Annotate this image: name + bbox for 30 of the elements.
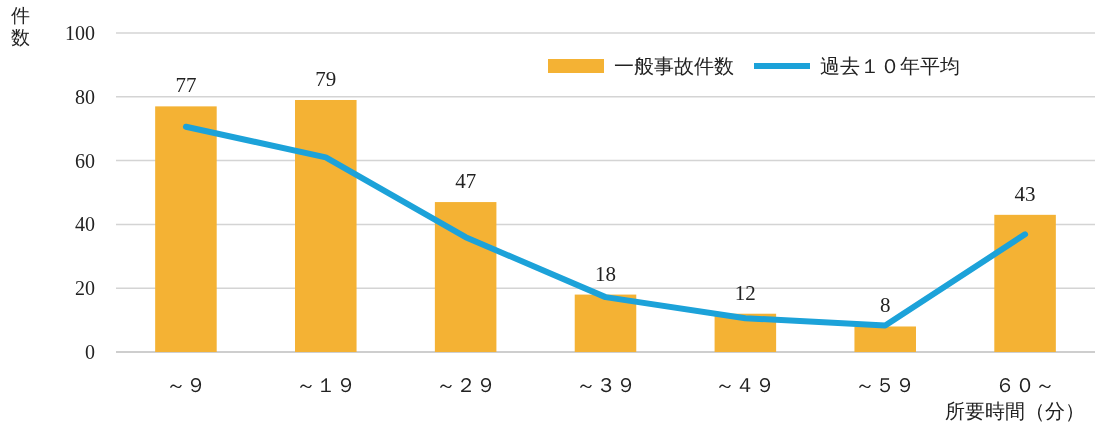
bar bbox=[434, 202, 497, 352]
data-label: 12 bbox=[734, 280, 756, 305]
y-axis-title: 件数 bbox=[10, 4, 30, 48]
y-tick-label: 60 bbox=[75, 149, 95, 172]
data-label: 43 bbox=[1014, 181, 1036, 206]
x-tick-label: ～４９ bbox=[715, 373, 776, 397]
bar bbox=[574, 294, 637, 352]
x-tick-label: ～１９ bbox=[295, 373, 356, 397]
legend-label: 一般事故件数 bbox=[614, 54, 734, 78]
y-tick-label: 0 bbox=[85, 341, 95, 363]
y-tick-label: 40 bbox=[75, 213, 95, 236]
x-tick-label: ～９ bbox=[165, 373, 206, 397]
x-axis-title: 所要時間（分） bbox=[945, 399, 1085, 423]
data-label: 18 bbox=[595, 261, 616, 286]
data-label: 47 bbox=[455, 169, 477, 194]
data-label: 77 bbox=[175, 73, 197, 98]
bar bbox=[295, 99, 357, 352]
x-tick-label: ～２９ bbox=[435, 373, 496, 397]
legend-label: 過去１０年平均 bbox=[820, 54, 960, 78]
x-tick-label: ６０～ bbox=[995, 373, 1056, 397]
y-tick-label: 100 bbox=[65, 22, 95, 44]
bar bbox=[994, 214, 1056, 352]
data-label: 79 bbox=[315, 66, 337, 91]
bar bbox=[155, 106, 217, 352]
x-tick-label: ～５９ bbox=[855, 373, 916, 397]
bar bbox=[854, 326, 916, 352]
data-label: 8 bbox=[879, 293, 891, 318]
x-tick-label: ～３９ bbox=[575, 373, 636, 397]
y-tick-label: 20 bbox=[75, 277, 95, 300]
y-tick-label: 80 bbox=[75, 85, 95, 108]
